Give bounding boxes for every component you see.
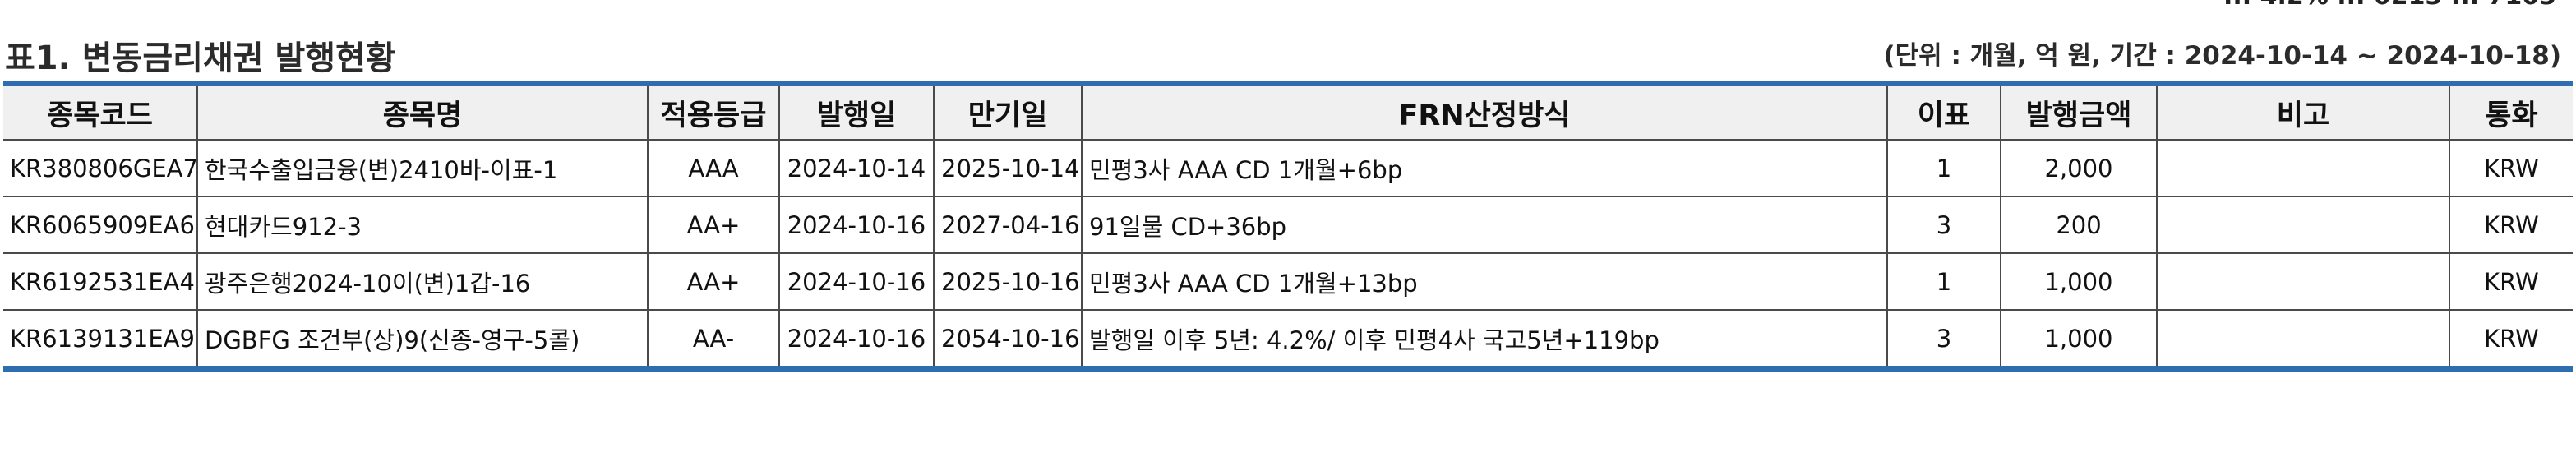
column-header-code: 종목코드 (3, 86, 198, 141)
column-header-issue-date: 발행일 (778, 86, 935, 141)
cell-maturity-date: 2027-04-16 (933, 196, 1083, 254)
cell-code: KR6139131EA9 (3, 309, 198, 366)
cell-currency: KRW (2449, 196, 2573, 254)
cell-name: 광주은행2024-10이(변)1갑-16 (196, 252, 649, 311)
cell-remarks (2156, 139, 2450, 197)
table-header-row: 종목코드 종목명 적용등급 발행일 만기일 FRN산정방식 이표 발행금액 비고… (3, 86, 2573, 141)
column-header-frn-method: FRN산정방식 (1081, 86, 1888, 141)
cell-issue-date: 2024-10-16 (778, 252, 935, 311)
column-header-name: 종목명 (196, 86, 649, 141)
cell-issue-date: 2024-10-16 (778, 309, 935, 366)
cell-remarks (2156, 309, 2450, 366)
cell-coupon: 3 (1886, 309, 2001, 366)
cell-currency: KRW (2449, 139, 2573, 197)
table-row: KR6065909EA6 현대카드912-3 AA+ 2024-10-16 20… (3, 196, 2573, 254)
cell-name: 현대카드912-3 (196, 196, 649, 254)
page-title: 표1. 변동금리채권 발행현황 (5, 39, 396, 77)
cell-maturity-date: 2025-10-16 (933, 252, 1083, 311)
cell-coupon: 3 (1886, 196, 2001, 254)
column-header-rating: 적용등급 (647, 86, 780, 141)
table-row: KR6192531EA4 광주은행2024-10이(변)1갑-16 AA+ 20… (3, 252, 2573, 311)
cell-code: KR6192531EA4 (3, 252, 198, 311)
cell-amount: 2,000 (2000, 139, 2158, 197)
cell-issue-date: 2024-10-16 (778, 196, 935, 254)
cell-frn-method: 91일물 CD+36bp (1081, 196, 1888, 254)
cell-frn-method: 민평3사 AAA CD 1개월+13bp (1081, 252, 1888, 311)
frn-issuance-table: 종목코드 종목명 적용등급 발행일 만기일 FRN산정방식 이표 발행금액 비고… (3, 86, 2573, 366)
cell-coupon: 1 (1886, 252, 2001, 311)
cell-currency: KRW (2449, 252, 2573, 311)
cell-amount: 200 (2000, 196, 2158, 254)
cell-amount: 1,000 (2000, 309, 2158, 366)
column-header-coupon: 이표 (1886, 86, 2001, 141)
column-header-amount: 발행금액 (2000, 86, 2158, 141)
cell-frn-method: 민평3사 AAA CD 1개월+6bp (1081, 139, 1888, 197)
cell-rating: AA+ (647, 252, 780, 311)
table-row: KR6139131EA9 DGBFG 조건부(상)9(신종-영구-5콜) AA-… (3, 309, 2573, 366)
unit-and-period-note: (단위 : 개월, 억 원, 기간 : 2024-10-14 ~ 2024-10… (1883, 41, 2561, 71)
cell-rating: AAA (647, 139, 780, 197)
cell-maturity-date: 2054-10-16 (933, 309, 1083, 366)
table-row: KR380806GEA7 한국수출입금융(변)2410바-이표-1 AAA 20… (3, 139, 2573, 197)
cell-rating: AA- (647, 309, 780, 366)
column-header-currency: 통화 (2449, 86, 2573, 141)
column-header-remarks: 비고 (2156, 86, 2450, 141)
frn-issuance-table-wrapper: 종목코드 종목명 적용등급 발행일 만기일 FRN산정방식 이표 발행금액 비고… (3, 81, 2573, 372)
cell-rating: AA+ (647, 196, 780, 254)
cell-maturity-date: 2025-10-14 (933, 139, 1083, 197)
cell-amount: 1,000 (2000, 252, 2158, 311)
cell-currency: KRW (2449, 309, 2573, 366)
cell-name: DGBFG 조건부(상)9(신종-영구-5콜) (196, 309, 649, 366)
cell-code: KR6065909EA6 (3, 196, 198, 254)
cell-remarks (2156, 252, 2450, 311)
cell-remarks (2156, 196, 2450, 254)
cell-code: KR380806GEA7 (3, 139, 198, 197)
top-clipped-text: ... 4.2% ... 0213 ... 7103 (2223, 0, 2556, 11)
cell-coupon: 1 (1886, 139, 2001, 197)
column-header-maturity-date: 만기일 (933, 86, 1083, 141)
cell-name: 한국수출입금융(변)2410바-이표-1 (196, 139, 649, 197)
cell-frn-method: 발행일 이후 5년: 4.2%/ 이후 민평4사 국고5년+119bp (1081, 309, 1888, 366)
cell-issue-date: 2024-10-14 (778, 139, 935, 197)
